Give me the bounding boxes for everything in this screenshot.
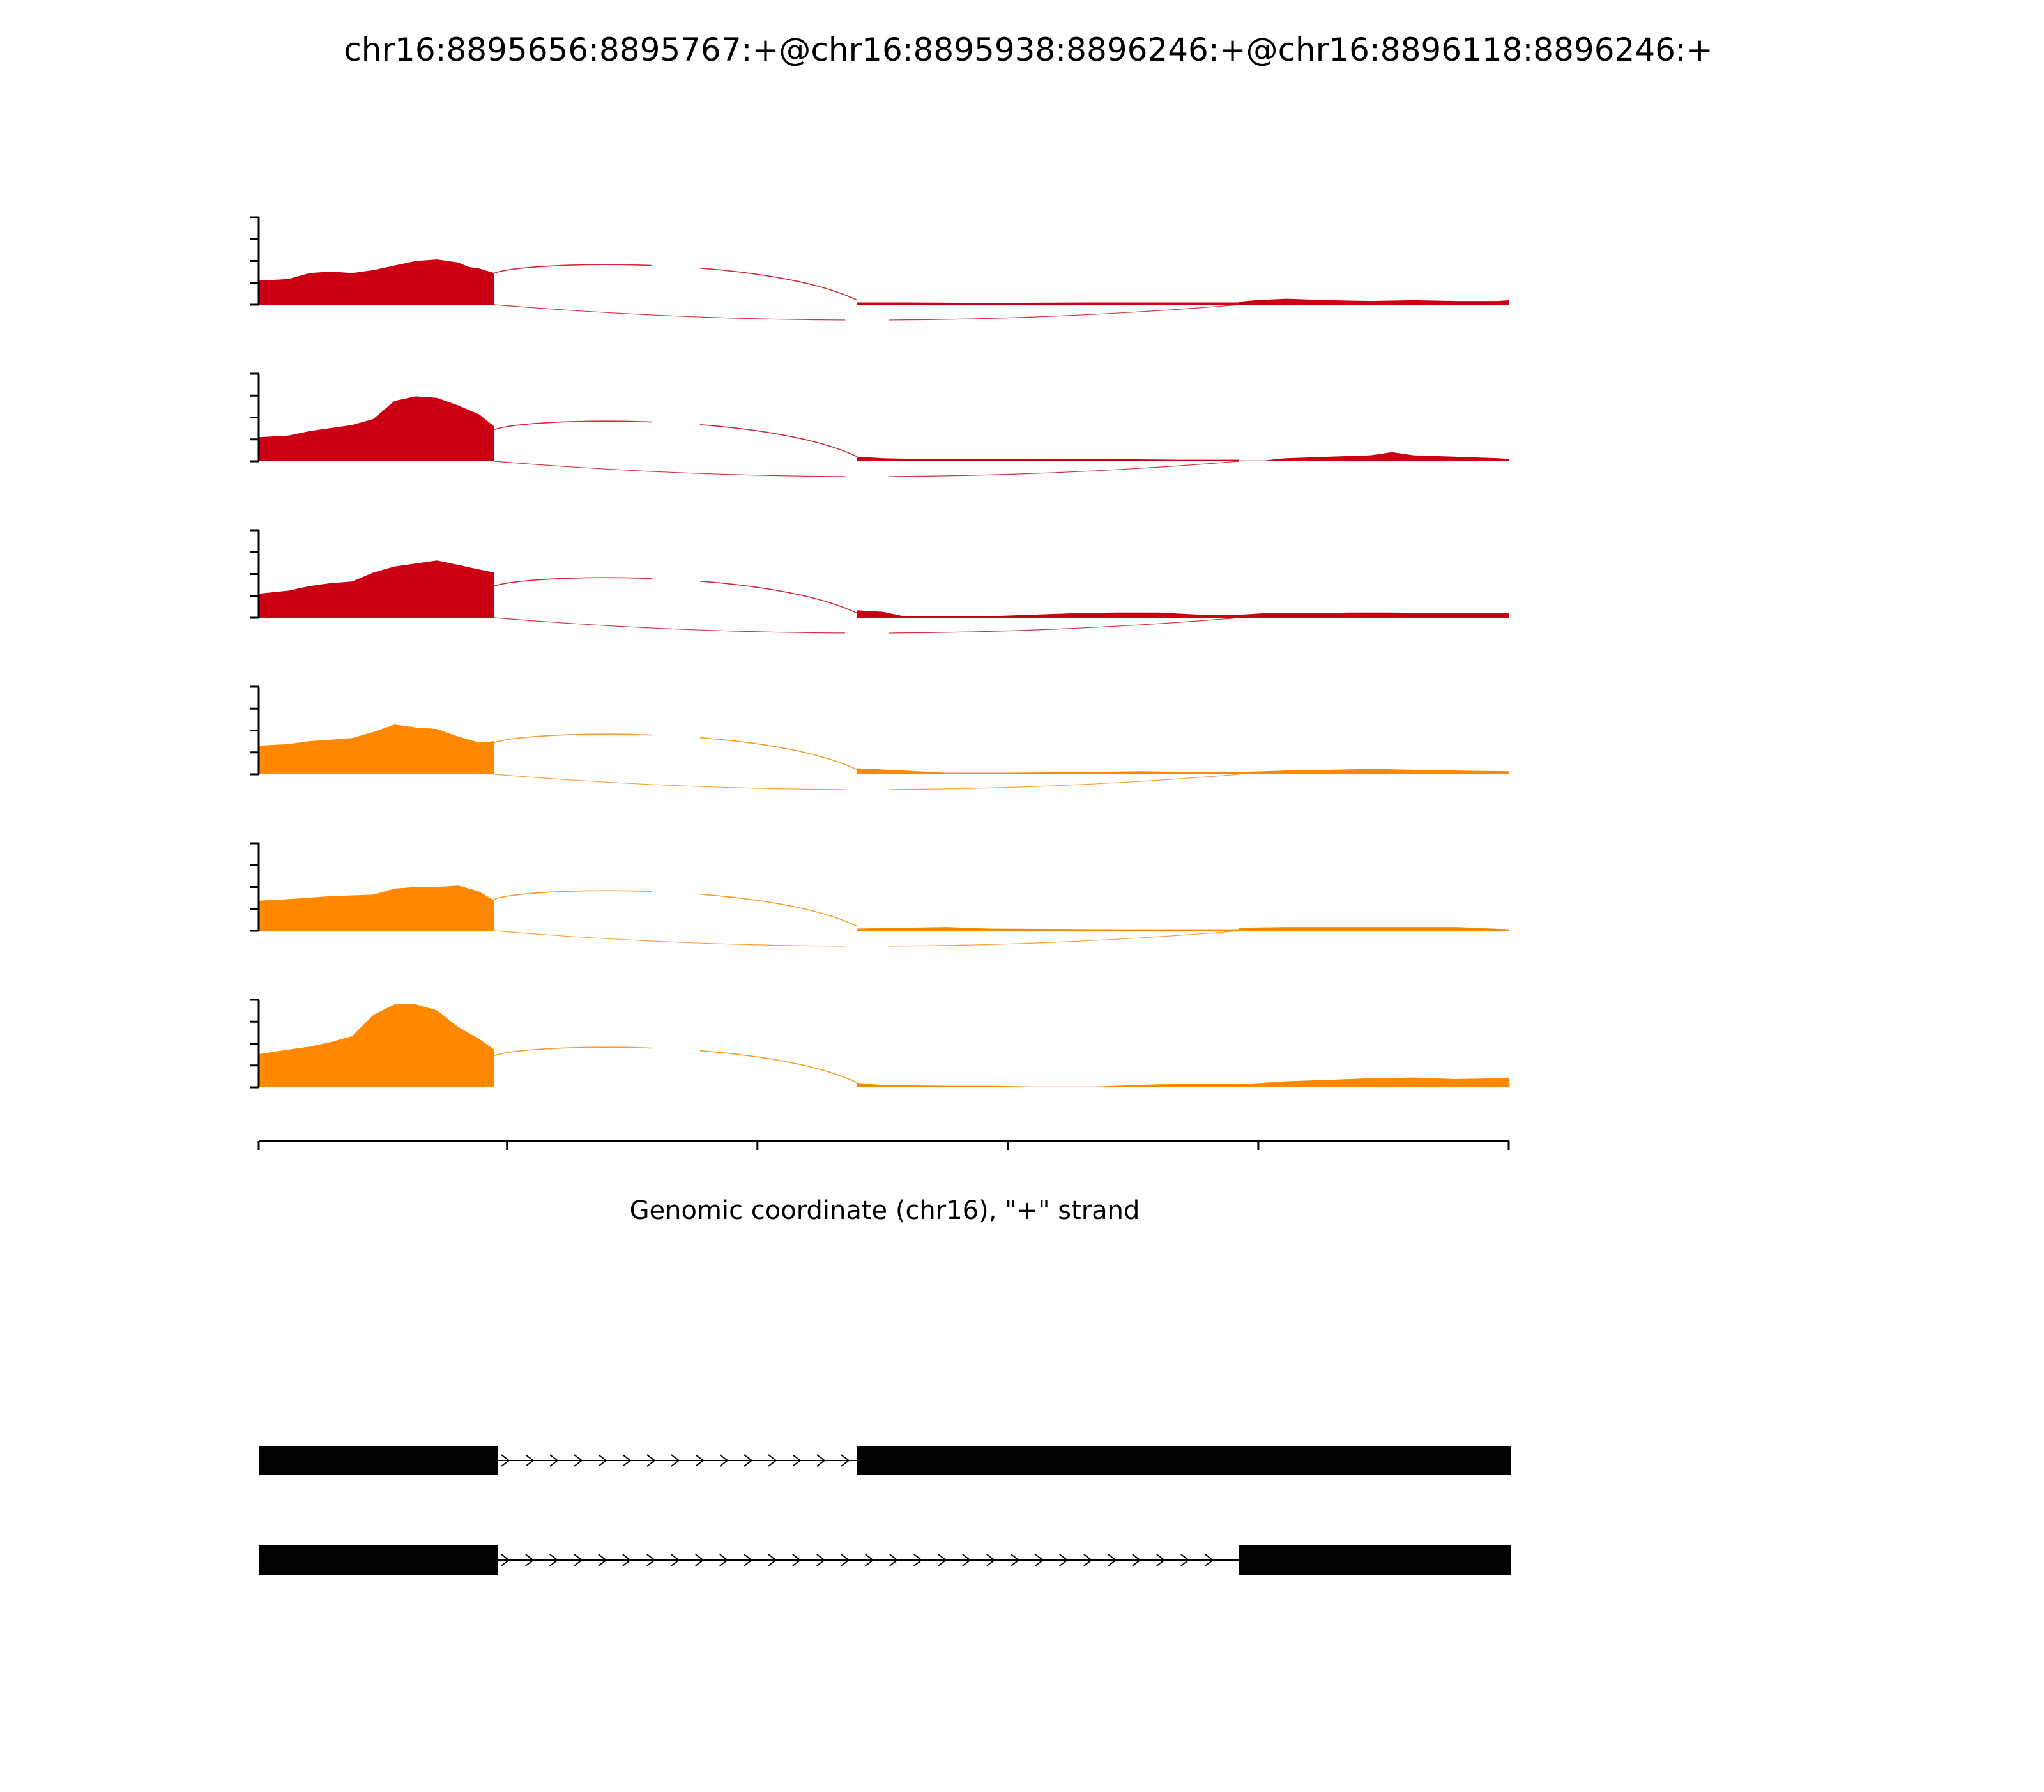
- coverage-exon1: [259, 396, 494, 461]
- strand-arrow: [768, 1454, 777, 1467]
- track-4: [250, 685, 1509, 800]
- strand-arrow: [646, 1454, 656, 1467]
- junction-label-bg: [651, 880, 700, 903]
- strand-arrow: [501, 1554, 510, 1566]
- coverage-exon1: [259, 885, 494, 931]
- coverage-exon2: [857, 456, 1239, 461]
- strand-arrow: [865, 1554, 874, 1566]
- junction-label-bg: [651, 411, 700, 433]
- strand-arrow: [622, 1554, 632, 1566]
- junction-label-bg: [844, 309, 889, 330]
- strand-arrow: [889, 1554, 899, 1566]
- strand-arrow: [816, 1554, 826, 1566]
- x-axis-label: Genomic coordinate (chr16), "+" strand: [630, 1196, 1140, 1225]
- coverage-exon3: [1239, 298, 1509, 305]
- track-5: [250, 842, 1509, 956]
- strand-arrow: [525, 1554, 535, 1566]
- exon-block: [259, 1446, 498, 1475]
- coverage-tracks: [250, 216, 1509, 1089]
- junction-label-bg: [844, 622, 889, 643]
- strand-arrow: [1059, 1554, 1069, 1566]
- coverage-exon1: [259, 724, 494, 774]
- strand-arrow: [598, 1554, 607, 1566]
- strand-arrow: [1132, 1554, 1141, 1566]
- figure-title: chr16:8895656:8895767:+@chr16:8895938:88…: [344, 31, 1712, 68]
- strand-arrow: [719, 1454, 729, 1467]
- junction-label-bg: [844, 778, 889, 800]
- coverage-exon3: [1239, 1077, 1509, 1087]
- coverage-exon2: [857, 302, 1239, 305]
- junction-label-bg: [651, 254, 700, 277]
- x-axis: [257, 1140, 1510, 1150]
- track-2: [250, 372, 1509, 487]
- junction-label-bg: [844, 465, 889, 487]
- coverage-exon1: [259, 560, 494, 618]
- strand-arrow: [962, 1554, 972, 1566]
- track-1: [250, 216, 1509, 330]
- coverage-exon3: [1239, 452, 1509, 461]
- strand-arrow: [646, 1554, 656, 1566]
- strand-arrow: [768, 1554, 777, 1566]
- coverage-exon3: [1239, 927, 1509, 931]
- coverage-exon2: [857, 768, 1239, 774]
- coverage-exon3: [1239, 612, 1509, 618]
- strand-arrow: [744, 1454, 753, 1467]
- coverage-exon1: [259, 259, 494, 305]
- coverage-exon2: [857, 1082, 1239, 1087]
- strand-arrow: [913, 1554, 923, 1566]
- exon-block: [1239, 1545, 1511, 1575]
- strand-arrow: [549, 1554, 559, 1566]
- coverage-exon3: [1239, 769, 1509, 774]
- strand-arrow: [1108, 1554, 1117, 1566]
- strand-arrow: [792, 1454, 802, 1467]
- coverage-exon1: [259, 1004, 494, 1087]
- strand-arrow: [574, 1454, 583, 1467]
- strand-arrow: [816, 1454, 826, 1467]
- strand-arrow: [1011, 1554, 1020, 1566]
- exon-block: [259, 1545, 498, 1575]
- strand-arrow: [695, 1554, 705, 1566]
- strand-arrow: [671, 1554, 680, 1566]
- transcript-2: [259, 1545, 1511, 1575]
- coverage-exon2: [857, 927, 1239, 931]
- strand-arrow: [744, 1554, 753, 1566]
- strand-arrow: [525, 1454, 535, 1467]
- strand-arrow: [501, 1454, 510, 1467]
- junction-label-bg: [651, 567, 700, 590]
- strand-arrow: [1156, 1554, 1166, 1566]
- strand-arrow: [622, 1454, 632, 1467]
- junction-label-bg: [651, 724, 700, 746]
- strand-arrow: [1035, 1554, 1044, 1566]
- strand-arrow: [598, 1454, 607, 1467]
- strand-arrow: [574, 1554, 583, 1566]
- track-3: [250, 529, 1509, 643]
- transcript-1: [259, 1446, 1511, 1475]
- strand-arrow: [792, 1554, 802, 1566]
- strand-arrow: [938, 1554, 947, 1566]
- strand-arrow: [841, 1554, 850, 1566]
- junction-label-bg: [844, 935, 889, 956]
- coverage-exon2: [857, 610, 1239, 618]
- junction-label-bg: [651, 1037, 700, 1059]
- strand-arrow: [671, 1454, 680, 1467]
- transcript-models: [259, 1446, 1511, 1575]
- strand-arrow: [695, 1454, 705, 1467]
- strand-arrow: [841, 1454, 850, 1467]
- exon-block: [857, 1446, 1511, 1475]
- track-6: [250, 999, 1509, 1089]
- strand-arrow: [1083, 1554, 1093, 1566]
- strand-arrow: [719, 1554, 729, 1566]
- strand-arrow: [549, 1454, 559, 1467]
- strand-arrow: [986, 1554, 996, 1566]
- strand-arrow: [1205, 1554, 1214, 1566]
- strand-arrow: [1180, 1554, 1190, 1566]
